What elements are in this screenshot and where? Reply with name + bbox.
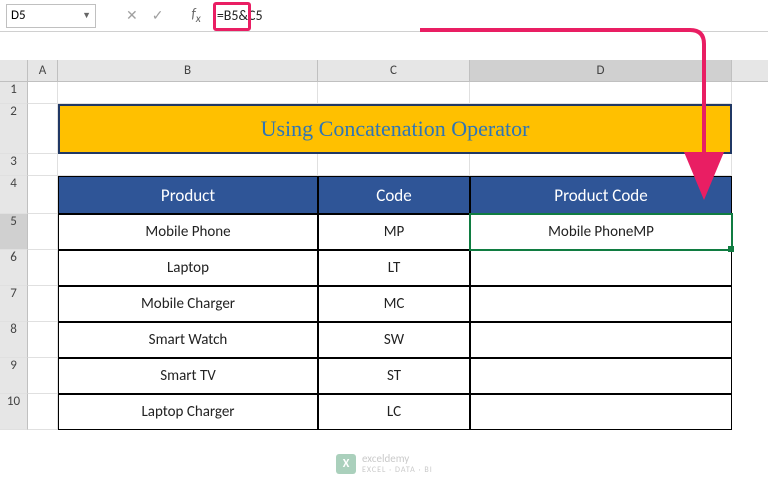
cell-d1[interactable] xyxy=(470,82,732,104)
name-box-value: D5 xyxy=(11,8,26,23)
fx-icon[interactable]: fx xyxy=(191,5,200,26)
col-header-d[interactable]: D xyxy=(470,60,732,81)
title-cell[interactable]: Using Concatenation Operator xyxy=(58,104,732,154)
cancel-icon[interactable]: ✕ xyxy=(126,7,138,24)
enter-icon[interactable]: ✓ xyxy=(152,7,164,24)
cell-b1[interactable] xyxy=(58,82,318,104)
cell-a5[interactable] xyxy=(28,214,58,250)
col-header-c[interactable]: C xyxy=(318,60,470,81)
cell-b8[interactable]: Smart Watch xyxy=(58,322,318,358)
watermark: X exceldemy EXCEL · DATA · BI xyxy=(336,452,433,475)
name-box[interactable]: D5 ▼ xyxy=(6,4,96,28)
row-headers: 1 2 3 4 5 6 7 8 9 10 xyxy=(0,82,28,430)
watermark-sub: EXCEL · DATA · BI xyxy=(362,465,433,475)
cell-a8[interactable] xyxy=(28,322,58,358)
cell-c7[interactable]: MC xyxy=(318,286,470,322)
cell-d7[interactable] xyxy=(470,286,732,322)
row-header-2[interactable]: 2 xyxy=(0,104,28,154)
cell-a4[interactable] xyxy=(28,176,58,214)
row-header-3[interactable]: 3 xyxy=(0,154,28,176)
cell-c1[interactable] xyxy=(318,82,470,104)
header-product-code[interactable]: Product Code xyxy=(470,176,732,214)
row-header-8[interactable]: 8 xyxy=(0,322,28,358)
cell-a10[interactable] xyxy=(28,394,58,430)
cell-c10[interactable]: LC xyxy=(318,394,470,430)
cell-d10[interactable] xyxy=(470,394,732,430)
row-header-9[interactable]: 9 xyxy=(0,358,28,394)
col-header-b[interactable]: B xyxy=(58,60,318,81)
cell-a9[interactable] xyxy=(28,358,58,394)
cell-b10[interactable]: Laptop Charger xyxy=(58,394,318,430)
select-all-corner[interactable] xyxy=(0,60,28,81)
row-header-4[interactable]: 4 xyxy=(0,176,28,214)
cell-a3[interactable] xyxy=(28,154,58,176)
column-headers: A B C D xyxy=(0,60,768,82)
cell-d9[interactable] xyxy=(470,358,732,394)
cell-c8[interactable]: SW xyxy=(318,322,470,358)
cell-d6[interactable] xyxy=(470,250,732,286)
formula-bar: D5 ▼ ✕ ✓ fx =B5&C5 xyxy=(0,0,768,32)
cell-c9[interactable]: ST xyxy=(318,358,470,394)
watermark-logo-icon: X xyxy=(336,454,356,474)
cell-a6[interactable] xyxy=(28,250,58,286)
row-header-6[interactable]: 6 xyxy=(0,250,28,286)
cell-b9[interactable]: Smart TV xyxy=(58,358,318,394)
formula-buttons: ✕ ✓ fx xyxy=(126,5,201,26)
cell-d8[interactable] xyxy=(470,322,732,358)
cells-area: Using Concatenation Operator Product Cod… xyxy=(28,82,768,430)
grid: 1 2 3 4 5 6 7 8 9 10 Using Concatenation… xyxy=(0,82,768,430)
header-product[interactable]: Product xyxy=(58,176,318,214)
formula-input[interactable]: =B5&C5 xyxy=(211,5,269,26)
row-header-1[interactable]: 1 xyxy=(0,82,28,104)
cell-d3[interactable] xyxy=(470,154,732,176)
cell-b6[interactable]: Laptop xyxy=(58,250,318,286)
cell-b3[interactable] xyxy=(58,154,318,176)
formula-input-wrap: =B5&C5 xyxy=(211,5,269,26)
watermark-text: exceldemy EXCEL · DATA · BI xyxy=(362,452,433,475)
row-header-10[interactable]: 10 xyxy=(0,394,28,430)
cell-d5[interactable]: Mobile PhoneMP xyxy=(470,214,732,250)
row-header-5[interactable]: 5 xyxy=(0,214,28,250)
name-box-dropdown-icon[interactable]: ▼ xyxy=(82,10,91,21)
cell-a2[interactable] xyxy=(28,104,58,154)
cell-c5[interactable]: MP xyxy=(318,214,470,250)
cell-b5[interactable]: Mobile Phone xyxy=(58,214,318,250)
watermark-name: exceldemy xyxy=(362,452,433,465)
cell-a7[interactable] xyxy=(28,286,58,322)
cell-c3[interactable] xyxy=(318,154,470,176)
cell-a1[interactable] xyxy=(28,82,58,104)
cell-b7[interactable]: Mobile Charger xyxy=(58,286,318,322)
header-code[interactable]: Code xyxy=(318,176,470,214)
col-header-a[interactable]: A xyxy=(28,60,58,81)
row-header-7[interactable]: 7 xyxy=(0,286,28,322)
cell-c6[interactable]: LT xyxy=(318,250,470,286)
